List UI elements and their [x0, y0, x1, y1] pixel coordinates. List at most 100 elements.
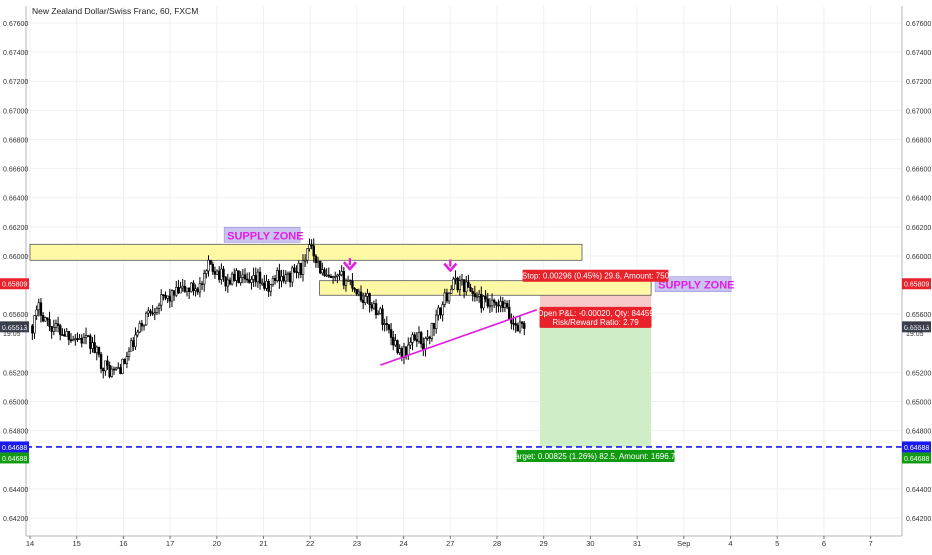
candle-body	[456, 277, 459, 291]
candle-body	[473, 293, 477, 297]
candle-body	[379, 308, 382, 314]
candle-body	[123, 358, 126, 364]
candle-body	[372, 303, 376, 309]
candle-body	[117, 367, 120, 369]
candle-body	[303, 259, 307, 262]
candle-body	[260, 282, 264, 285]
candle-body	[144, 312, 148, 326]
candle-body	[271, 278, 275, 285]
stop-label-box	[522, 269, 669, 282]
current-price-left: 0.65533	[3, 322, 28, 329]
candle-body	[447, 293, 451, 302]
candle-body	[443, 292, 446, 305]
candle-body	[490, 299, 494, 307]
candle-body	[314, 255, 318, 264]
supply-zone-label: SUPPLY ZONE	[658, 280, 734, 292]
target-badge-left	[0, 452, 29, 464]
target-label-box	[516, 449, 675, 462]
x-tick-label: 27	[446, 539, 454, 548]
candle-body	[329, 275, 333, 278]
candle-body	[389, 329, 393, 338]
candle-body	[215, 270, 219, 275]
x-tick-label: 6	[822, 539, 826, 548]
price-badge-left	[0, 278, 29, 290]
price-badge-right	[902, 278, 931, 290]
candle-body	[61, 334, 64, 336]
candle-body	[250, 279, 253, 283]
candle-body	[484, 296, 487, 300]
y-tick-label-right: 0.65600	[906, 312, 931, 319]
target-badge-label-left: 0.64688	[2, 456, 27, 463]
candle-body	[228, 279, 232, 285]
x-tick-label: 20	[213, 539, 221, 548]
candle-body	[185, 287, 189, 292]
candle-body	[454, 277, 457, 280]
candle-body	[230, 273, 234, 285]
candle-body	[338, 274, 341, 276]
candle-body	[361, 299, 365, 303]
price-badge-label-left: 0.65809	[2, 282, 27, 289]
candle-body	[239, 277, 242, 283]
supply-zone-label: SUPPLY ZONE	[227, 230, 303, 242]
x-tick-label: 22	[306, 539, 314, 548]
candle-body	[97, 346, 101, 355]
candle-body	[400, 348, 404, 358]
candle-body	[465, 281, 468, 292]
candle-body	[269, 284, 272, 292]
candle-body	[241, 274, 245, 278]
candle-body	[355, 289, 358, 295]
candle-body	[190, 282, 193, 292]
dashed-level-badge-left	[0, 441, 29, 453]
y-tick-label-right: 0.67400	[906, 50, 931, 57]
x-tick-label: 23	[353, 539, 361, 548]
down-arrow-icon	[443, 262, 458, 272]
candle-body	[276, 270, 279, 281]
trendline	[379, 309, 537, 366]
candle-body	[488, 305, 492, 308]
candle-body	[359, 291, 363, 301]
candle-body	[402, 346, 406, 358]
pnl-label-box	[539, 306, 652, 328]
candle-body	[458, 280, 462, 291]
candle-body	[364, 296, 367, 303]
candle-body	[213, 271, 217, 275]
candle-body	[172, 290, 176, 296]
y-tick-label-left: 0.66600	[3, 167, 28, 174]
candle-body	[411, 334, 414, 343]
x-tick-label: Sep	[677, 539, 690, 548]
candle-body	[198, 283, 202, 293]
candle-body	[288, 272, 292, 283]
candle-body	[207, 259, 210, 272]
x-tick-label: 7	[869, 539, 873, 548]
candle-body	[346, 279, 350, 282]
y-tick-label-left: 0.65000	[3, 400, 28, 407]
candle-body	[80, 338, 83, 344]
candle-body	[245, 278, 249, 281]
candle-body	[78, 338, 81, 340]
x-tick-label: 29	[540, 539, 548, 548]
candle-body	[166, 295, 169, 299]
x-tick-label: 30	[586, 539, 594, 548]
candle-body	[321, 269, 324, 274]
candle-body	[254, 275, 257, 283]
candle-body	[428, 336, 431, 339]
candle-body	[404, 346, 408, 356]
candle-body	[508, 306, 511, 320]
candle-body	[503, 303, 507, 308]
candle-body	[368, 293, 371, 305]
candle-body	[202, 273, 206, 285]
candle-body	[385, 323, 388, 325]
candle-body	[142, 324, 146, 327]
x-tick-label: 14	[26, 539, 34, 548]
candle-body	[426, 336, 429, 339]
candle-body	[334, 276, 337, 278]
candle-body	[501, 301, 504, 308]
y-tick-label-right: 0.67600	[906, 21, 931, 28]
candle-body	[370, 304, 373, 309]
candle-body	[424, 338, 427, 350]
candle-body	[138, 323, 141, 333]
candle-body	[301, 260, 305, 275]
y-tick-label-left: 0.66200	[3, 225, 28, 232]
